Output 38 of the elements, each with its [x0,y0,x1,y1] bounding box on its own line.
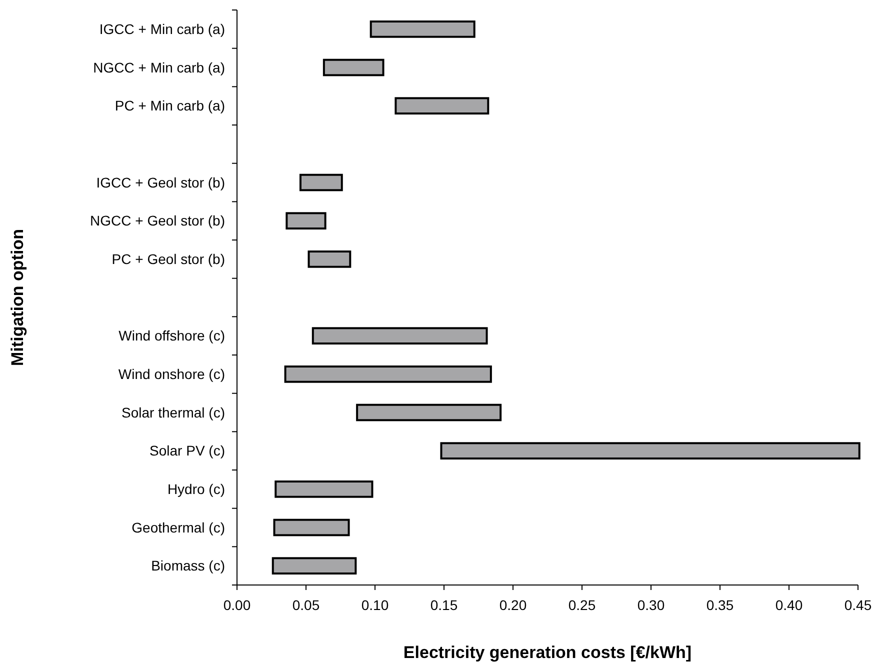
x-axis-title: Electricity generation costs [€/kWh] [403,643,692,662]
bar [299,174,343,192]
bar [312,327,488,344]
x-tick-label: 0.30 [637,597,665,613]
bar [322,58,384,76]
y-tick-label: Biomass (c) [151,558,225,574]
y-tick-label: Wind onshore (c) [118,366,225,382]
x-tick-label: 0.45 [844,597,872,613]
x-tick-label: 0.15 [430,597,458,613]
y-tick-label: Geothermal (c) [132,519,225,536]
bar [284,366,492,383]
y-tick-label: Wind offshore (c) [118,328,225,344]
y-axis-title: Mitigation option [8,229,27,366]
x-tick-label: 0.40 [775,597,803,613]
bar [370,20,476,38]
bar [272,557,357,574]
bar [394,97,490,114]
bar [440,442,860,460]
bar [274,480,374,498]
y-tick-label: PC + Min carb (a) [114,98,225,114]
bar [286,212,326,230]
bar [308,250,352,268]
bar [273,518,350,536]
bar [356,404,502,422]
y-tick-label: IGCC + Geol stor (b) [96,174,225,190]
y-tick-label: NGCC + Min carb (a) [93,59,225,76]
x-tick-label: 0.10 [361,597,389,613]
y-tick-label: Solar thermal (c) [122,404,225,420]
x-tick-label: 0.35 [706,597,734,613]
y-tick-label: PC + Geol stor (b) [112,251,225,268]
x-tick-label: 0.20 [499,597,527,613]
y-tick-label: IGCC + Min carb (a) [99,21,225,38]
x-tick-label: 0.00 [223,597,251,613]
x-tick-label: 0.25 [568,597,596,613]
x-tick-label: 0.05 [292,597,320,613]
y-tick-label: Hydro (c) [167,481,225,498]
y-tick-label: Solar PV (c) [150,442,225,459]
y-tick-label: NGCC + Geol stor (b) [90,212,225,229]
